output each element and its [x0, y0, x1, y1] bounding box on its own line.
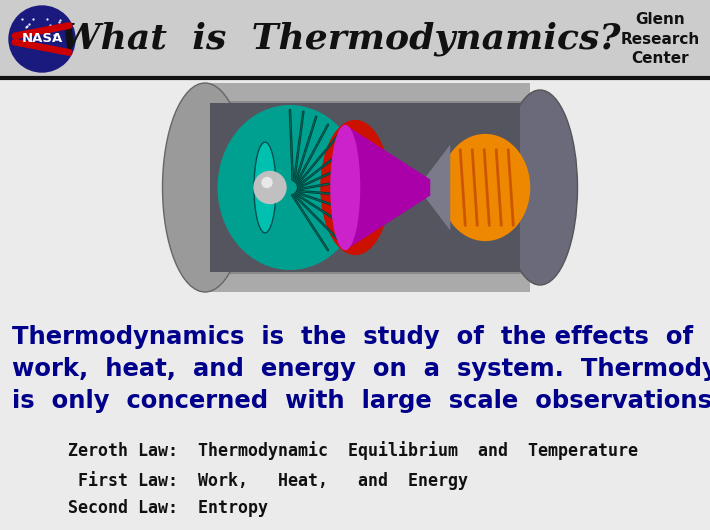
Ellipse shape [503, 90, 577, 285]
Bar [200, 83, 530, 101]
Text: Second Law:  Entropy: Second Law: Entropy [68, 499, 268, 517]
Text: Zeroth Law:  Thermodynamic  Equilibrium  and  Temperature: Zeroth Law: Thermodynamic Equilibrium an… [68, 441, 638, 460]
Bar [0, 0, 710, 78]
Text: Thermodynamics  is  the  study  of  the effects  of: Thermodynamics is the study of the effec… [12, 325, 693, 349]
Text: First Law:  Work,   Heat,   and  Energy: First Law: Work, Heat, and Energy [68, 471, 468, 490]
Text: What  is  Thermodynamics?: What is Thermodynamics? [60, 22, 621, 56]
Circle shape [9, 6, 75, 72]
Bar [200, 274, 530, 292]
Ellipse shape [330, 125, 360, 250]
Text: NASA: NASA [21, 32, 62, 46]
Ellipse shape [440, 134, 530, 241]
Ellipse shape [163, 83, 248, 292]
Text: work,  heat,  and  energy  on  a  system.  Thermodynamics: work, heat, and energy on a system. Ther… [12, 357, 710, 381]
Ellipse shape [217, 105, 363, 270]
Ellipse shape [254, 142, 276, 233]
Bar [210, 103, 520, 272]
Text: Glenn
Research
Center: Glenn Research Center [621, 12, 699, 66]
Circle shape [262, 178, 272, 188]
Ellipse shape [320, 120, 391, 255]
Circle shape [254, 172, 286, 204]
Polygon shape [425, 145, 450, 231]
Text: is  only  concerned  with  large  scale  observations.: is only concerned with large scale obser… [12, 389, 710, 413]
Polygon shape [345, 125, 430, 250]
Bar [200, 83, 530, 292]
